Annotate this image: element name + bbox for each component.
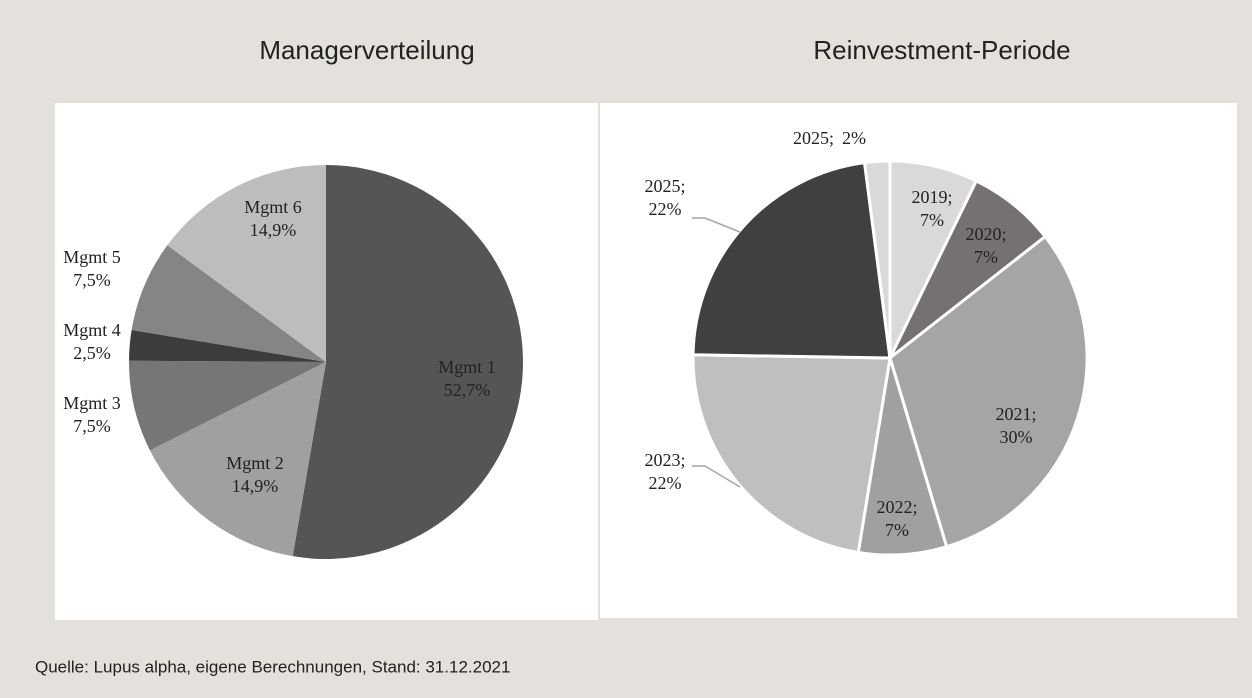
pie-slice (292, 165, 523, 559)
slice-label: Mgmt 4 (63, 320, 121, 340)
slice-label: Mgmt 6 (244, 197, 302, 217)
slice-label: 2022; (876, 497, 917, 517)
slice-label: 2023; (644, 450, 685, 470)
pie-slice (888, 234, 1089, 549)
slice-value-label: 30% (1000, 427, 1033, 447)
slice-label: 2020; (965, 224, 1006, 244)
slice-value-label: 7% (885, 520, 909, 540)
slice-value-label: 2% (842, 128, 866, 148)
slice-value-label: 14,9% (232, 476, 279, 496)
leader-line (692, 217, 741, 233)
slice-label: Mgmt 1 (438, 357, 496, 377)
slice-label: 2025; (793, 128, 834, 148)
slice-label: 2019; (911, 187, 952, 207)
slice-value-label: 7% (974, 247, 998, 267)
slice-value-label: 7,5% (73, 270, 111, 290)
pie-slice (691, 160, 892, 360)
slice-value-label: 22% (649, 199, 682, 219)
pie-slice (149, 362, 326, 557)
slice-label: Mgmt 2 (226, 453, 284, 473)
source-note: Quelle: Lupus alpha, eigene Berechnungen… (35, 657, 510, 676)
slice-value-label: 52,7% (444, 380, 491, 400)
pie-slice (129, 329, 326, 362)
pie-slice (862, 159, 892, 359)
pie-slice (691, 353, 892, 555)
slice-value-label: 22% (649, 473, 682, 493)
slice-label: 2021; (995, 404, 1036, 424)
chart-title: Managerverteilung (259, 35, 474, 65)
slice-label: 2025; (644, 176, 685, 196)
chart-title: Reinvestment-Periode (813, 35, 1070, 65)
pie-slice (131, 245, 326, 362)
slice-value-label: 7% (920, 210, 944, 230)
slice-value-label: 7,5% (73, 416, 111, 436)
slice-value-label: 2,5% (73, 343, 111, 363)
slice-label: Mgmt 3 (63, 393, 121, 413)
slice-value-label: 14,9% (250, 220, 297, 240)
leader-line (692, 465, 741, 488)
pie-slice (129, 360, 326, 451)
slice-label: Mgmt 5 (63, 247, 121, 267)
pie-slice (167, 165, 326, 362)
